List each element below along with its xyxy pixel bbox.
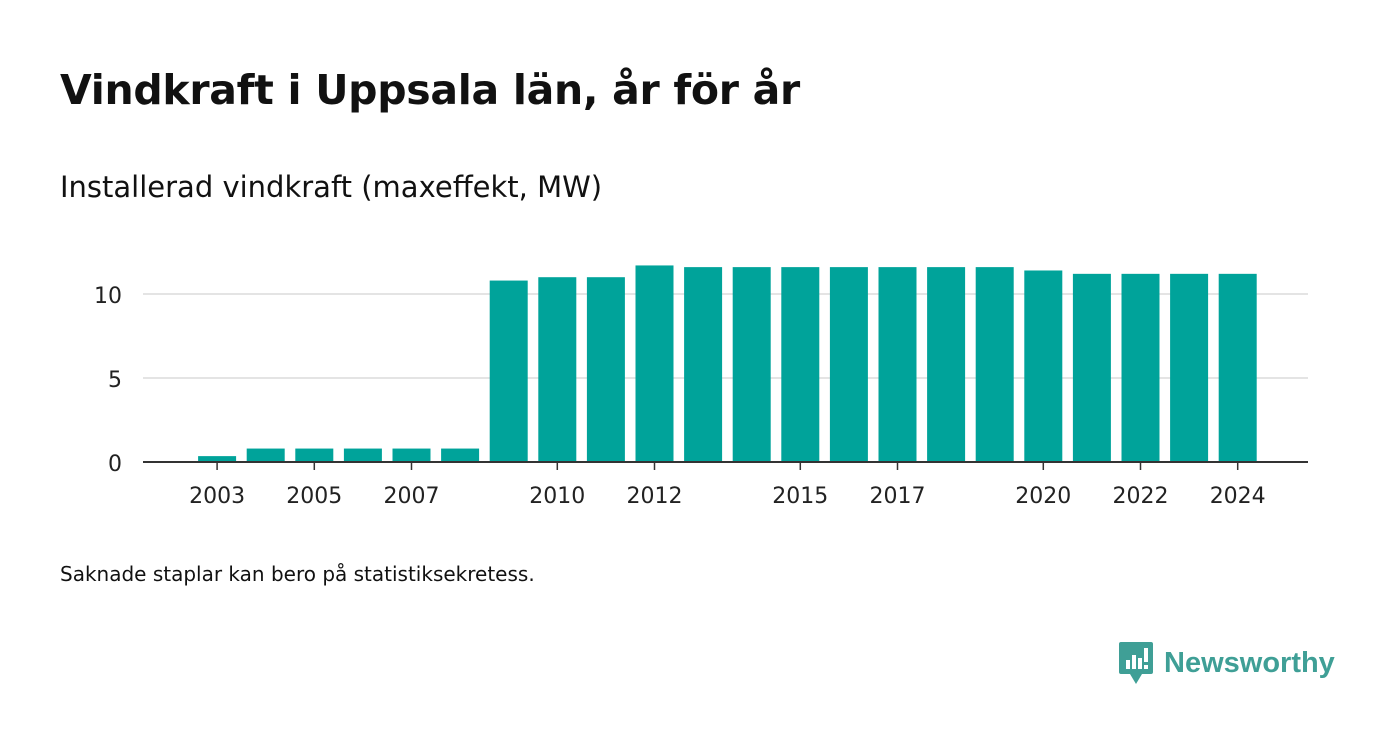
bar xyxy=(198,456,237,462)
bar xyxy=(1121,273,1160,462)
bar xyxy=(392,448,431,462)
x-tick-label: 2017 xyxy=(870,484,926,509)
newsworthy-logo: Newsworthy xyxy=(1118,640,1335,686)
x-tick-label: 2020 xyxy=(1015,484,1071,509)
bar xyxy=(975,267,1014,462)
x-tick-label: 2007 xyxy=(384,484,440,509)
bar xyxy=(1024,270,1063,462)
bar xyxy=(586,277,625,462)
x-tick-label: 2005 xyxy=(286,484,342,509)
bar-chart-speech-bubble-icon xyxy=(1119,642,1153,684)
x-tick-label: 2024 xyxy=(1210,484,1266,509)
bar xyxy=(441,448,480,462)
x-tick-label: 2015 xyxy=(772,484,828,509)
footnote: Saknade staplar kan bero på statistiksek… xyxy=(60,562,535,586)
bar xyxy=(295,448,334,462)
y-tick-label: 5 xyxy=(108,368,122,393)
bar xyxy=(878,267,917,462)
x-tick-label: 2022 xyxy=(1113,484,1169,509)
bar xyxy=(684,267,723,462)
y-tick-label: 0 xyxy=(108,452,122,477)
chart-subtitle: Installerad vindkraft (maxeffekt, MW) xyxy=(60,170,603,204)
bar xyxy=(635,265,674,462)
brand-name: Newsworthy xyxy=(1164,646,1335,679)
bar xyxy=(1170,273,1209,462)
bar xyxy=(927,267,966,462)
x-tick-label: 2003 xyxy=(189,484,245,509)
y-tick-label: 10 xyxy=(94,284,122,309)
bar xyxy=(781,267,820,462)
bar xyxy=(1072,273,1111,462)
bar xyxy=(489,280,528,462)
chart-title: Vindkraft i Uppsala län, år för år xyxy=(60,66,800,114)
bar xyxy=(732,267,771,462)
bar xyxy=(829,267,868,462)
bar xyxy=(538,277,577,462)
x-tick-label: 2012 xyxy=(627,484,683,509)
bar xyxy=(246,448,285,462)
bar xyxy=(343,448,382,462)
x-tick-label: 2010 xyxy=(529,484,585,509)
bar xyxy=(1218,273,1257,462)
